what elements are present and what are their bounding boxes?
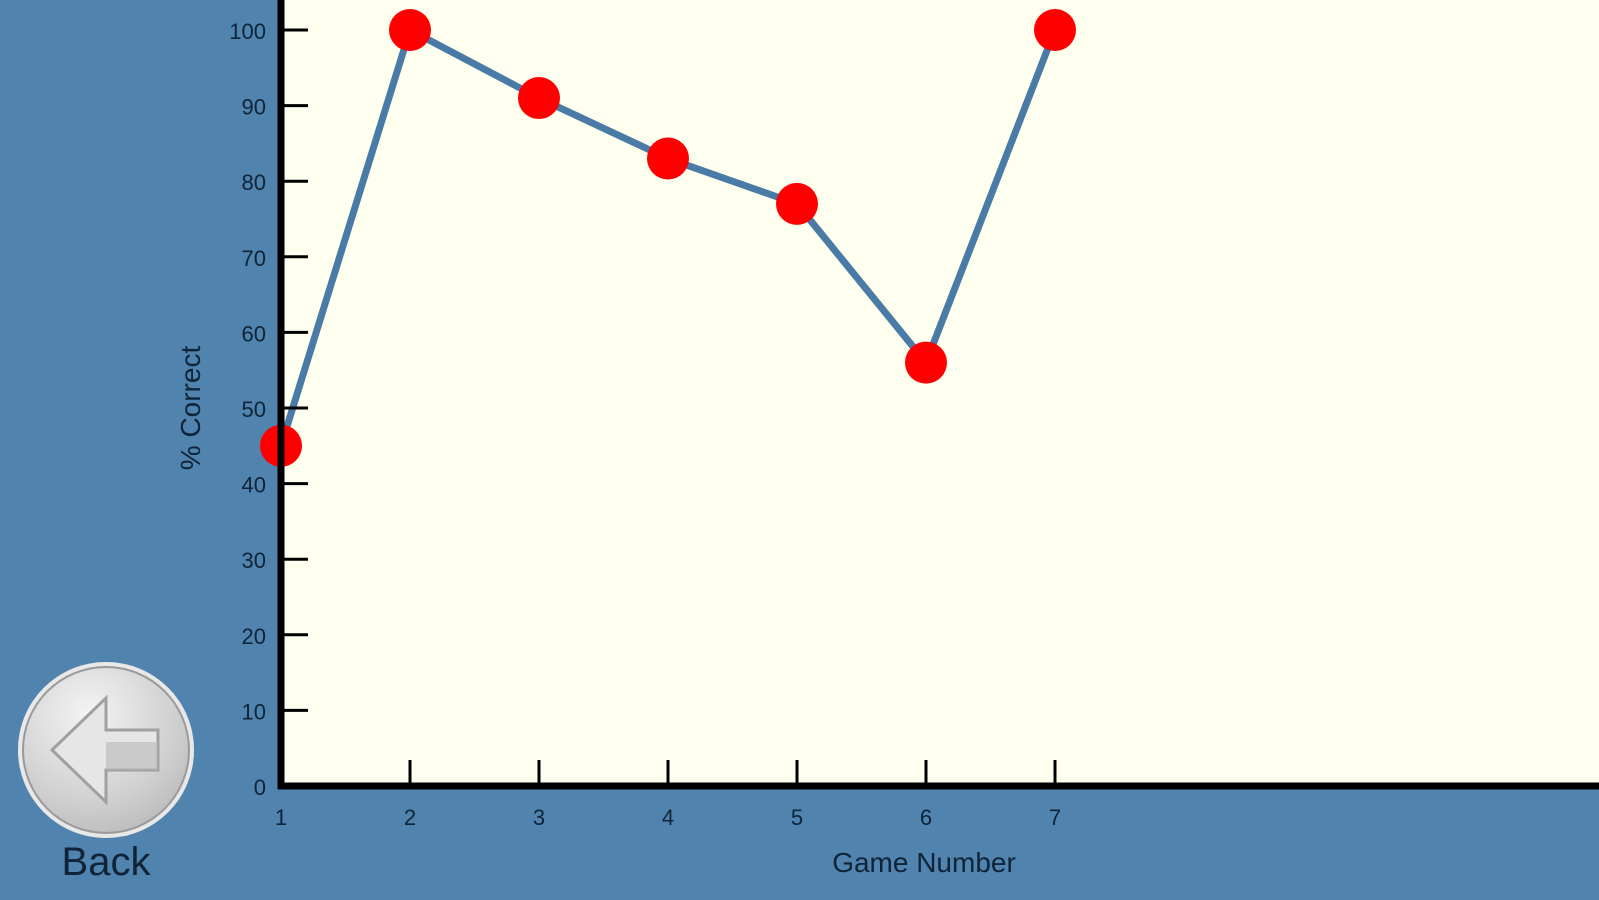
data-point-game-3 <box>518 77 560 120</box>
y-tick-label: 20 <box>242 624 266 649</box>
back-button[interactable]: Back <box>16 662 196 884</box>
x-tick-label: 4 <box>662 805 674 830</box>
data-point-game-6 <box>905 341 947 384</box>
x-tick-label: 3 <box>533 805 545 830</box>
y-tick-label: 70 <box>242 246 266 271</box>
y-tick-label: 50 <box>242 397 266 422</box>
y-tick-label: 10 <box>242 699 266 724</box>
x-tick-label: 7 <box>1049 805 1061 830</box>
x-axis-label: Game Number <box>832 847 1016 878</box>
y-tick-label: 40 <box>242 473 266 498</box>
y-tick-label: 100 <box>229 19 266 44</box>
back-button-label: Back <box>61 840 151 884</box>
x-tick-label: 6 <box>920 805 932 830</box>
data-point-game-5 <box>776 182 818 225</box>
data-point-game-7 <box>1034 9 1076 51</box>
y-tick-label: 0 <box>254 775 266 800</box>
y-tick-label: 90 <box>242 95 266 120</box>
y-tick-label: 80 <box>242 170 266 195</box>
x-tick-label: 2 <box>404 805 416 830</box>
x-tick-label: 1 <box>275 805 287 830</box>
back-button-circle <box>18 662 194 838</box>
data-point-game-4 <box>647 137 689 180</box>
data-point-game-2 <box>389 9 431 51</box>
x-tick-label: 5 <box>791 805 803 830</box>
y-tick-label: 60 <box>242 321 266 346</box>
arrow-left-icon <box>49 694 160 806</box>
y-tick-label: 30 <box>242 548 266 573</box>
y-axis-label: % Correct <box>175 346 206 471</box>
plot-area <box>281 0 1599 786</box>
